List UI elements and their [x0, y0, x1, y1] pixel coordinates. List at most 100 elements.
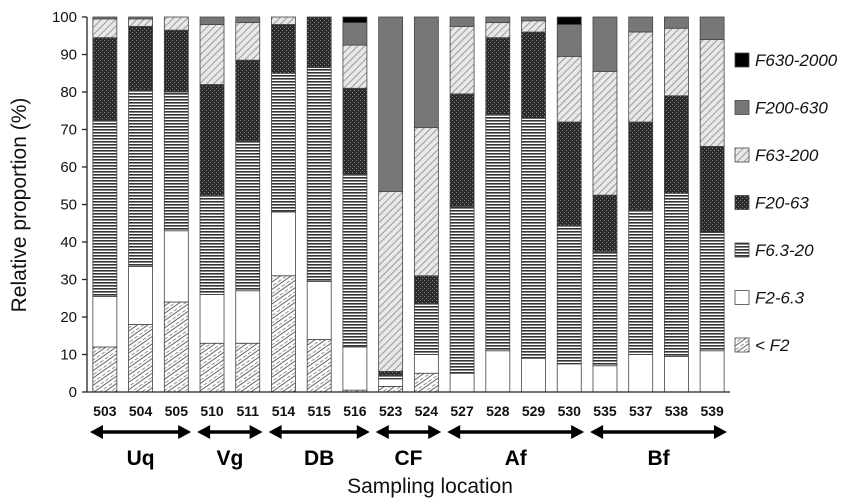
bar-stack-535: [592, 16, 618, 393]
bar-stack-514: [271, 16, 296, 393]
bar-segment: [342, 174, 368, 348]
y-axis: 0 10 20 30 40 50 60 70 80 90 100: [52, 9, 88, 401]
bar-segment: [128, 89, 153, 267]
group-arrow-head-left: [590, 425, 604, 439]
legend-label: < F2: [755, 336, 790, 355]
x-tick-label: 529: [522, 403, 546, 419]
bar-segment: [592, 250, 618, 367]
legend-swatch: [734, 195, 750, 210]
bar-segment: [413, 354, 439, 374]
group-arrow-head-right: [178, 425, 192, 439]
bar-segment: [664, 95, 689, 194]
y-tick-label: 20: [60, 309, 77, 326]
group-arrow-head-left: [197, 425, 211, 439]
bar-segment: [199, 84, 225, 196]
y-tick-label: 50: [60, 197, 77, 214]
bar-segment: [449, 25, 475, 95]
bar-stack-530: [556, 16, 582, 393]
bar-segment: [235, 342, 261, 393]
bar-segment: [449, 205, 475, 374]
x-tick-label: 524: [415, 403, 439, 419]
bar-segment: [699, 16, 725, 40]
legend-item-f63-200: F63-200: [734, 146, 819, 165]
bar-segment: [664, 16, 689, 29]
bar-segment: [306, 16, 332, 69]
bar-segment: [628, 121, 654, 211]
bar-segment: [521, 16, 546, 22]
bar-segment: [342, 16, 368, 24]
bar-segment: [92, 18, 118, 39]
legend-label: F630-2000: [755, 51, 838, 70]
bar-segment: [413, 275, 439, 305]
y-tick-label: 30: [60, 272, 77, 289]
group-arrow-head-left: [268, 425, 282, 439]
x-tick-label: 514: [272, 403, 296, 419]
bar-stack-511: [235, 16, 261, 393]
bar-segment: [163, 301, 189, 393]
legend-item-f2: < F2: [734, 336, 790, 355]
group-Af: Af: [447, 425, 585, 470]
bar-segment: [556, 24, 582, 57]
bar-segment: [128, 16, 153, 20]
group-label: CF: [395, 447, 423, 470]
bar-segment: [413, 303, 439, 355]
bar-segment: [592, 70, 618, 196]
bar-segment: [128, 265, 153, 325]
bar-segment: [306, 339, 332, 393]
x-tick-label: 537: [629, 403, 653, 419]
bar-segment: [271, 211, 296, 277]
legend-item-f630-2000: F630-2000: [734, 51, 838, 70]
group-label: Bf: [647, 447, 670, 470]
legend-label: F20-63: [755, 194, 809, 213]
group-arrow-head-right: [249, 425, 263, 439]
bar-segment: [556, 224, 582, 365]
bar-segment: [235, 140, 261, 292]
bar-stack-503: [92, 16, 118, 393]
bar-segment: [378, 378, 404, 387]
bar-segment: [271, 24, 296, 74]
group-arrow-head-left: [90, 425, 103, 439]
bar-segment: [378, 374, 404, 380]
x-tick-label: 504: [129, 403, 153, 419]
group-arrow-head-left: [447, 425, 461, 439]
bar-stack-516: [342, 16, 368, 393]
bar-segment: [628, 354, 654, 393]
group-DB: DB: [268, 425, 370, 470]
bar-stack-524: [413, 16, 439, 393]
bar-segment: [92, 119, 118, 297]
bar-segment: [271, 72, 296, 213]
bar-stack-523: [378, 16, 404, 393]
bar-segment: [199, 294, 225, 344]
bar-segment: [235, 290, 261, 344]
bar-segment: [521, 31, 546, 119]
bar-segment: [199, 342, 225, 393]
bar-segment: [485, 114, 511, 352]
bar-segment: [342, 22, 368, 46]
bar-segment: [378, 370, 404, 376]
group-arrow-head-right: [356, 425, 370, 439]
bar-segment: [485, 22, 511, 39]
bar-segment: [521, 20, 546, 33]
bar-segment: [628, 209, 654, 355]
bar-segment: [485, 16, 511, 24]
bar-segment: [92, 295, 118, 348]
bar-segment: [128, 18, 153, 27]
bar-segment: [664, 192, 689, 357]
bar-segment: [556, 16, 582, 25]
bar-segment: [235, 22, 261, 61]
group-label: DB: [304, 447, 334, 470]
group-arrow-head-right: [571, 425, 585, 439]
x-axis: 503 504 505 510 511 514 515 516 523 524 527 528 529 5…: [87, 391, 730, 419]
x-tick-label: 535: [593, 403, 617, 419]
bar-stack-504: [128, 16, 153, 393]
bar-segment: [628, 16, 654, 33]
bar-segment: [92, 16, 118, 20]
bar-segment: [485, 37, 511, 115]
y-tick-label: 40: [60, 234, 77, 251]
bar-stack-528: [485, 16, 511, 393]
group-arrow-head-left: [375, 425, 389, 439]
group-CF: CF: [375, 425, 442, 470]
x-tick-label: 511: [236, 403, 259, 419]
bar-stack-539: [699, 16, 725, 393]
